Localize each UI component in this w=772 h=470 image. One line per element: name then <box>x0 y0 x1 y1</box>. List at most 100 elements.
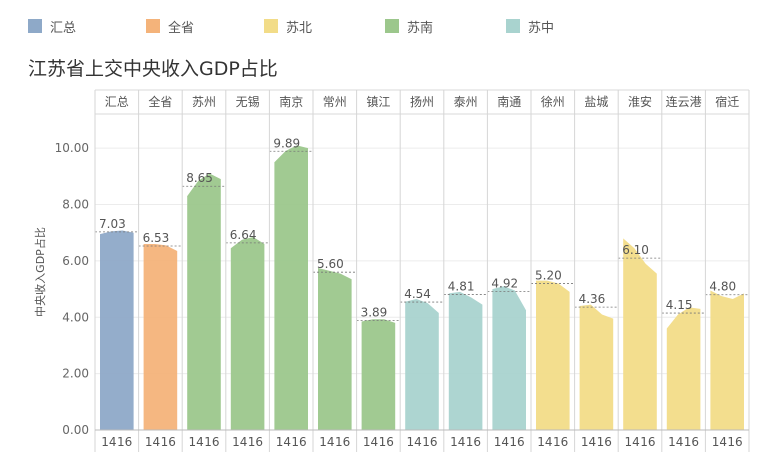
legend-swatch-subei <box>264 19 278 33</box>
x-tick-label: 16 <box>335 435 350 449</box>
legend-swatch-sunan <box>385 19 399 33</box>
average-value-label: 4.15 <box>666 298 693 312</box>
panel-header-label: 连云港 <box>666 94 702 109</box>
x-tick-label: 16 <box>509 435 524 449</box>
x-tick-label: 14 <box>712 435 727 449</box>
y-tick-label: 10.00 <box>55 141 89 155</box>
area-series <box>710 290 744 430</box>
panel-header-label: 常州 <box>323 95 347 109</box>
x-tick-label: 16 <box>379 435 394 449</box>
panel-header-label: 扬州 <box>410 94 434 109</box>
legend-swatch-summary <box>28 19 42 33</box>
average-value-label: 8.65 <box>186 171 213 185</box>
y-tick-label: 0.00 <box>62 423 89 437</box>
area-series <box>448 291 483 430</box>
y-tick-label: 8.00 <box>62 198 89 212</box>
average-value-label: 4.92 <box>491 276 518 290</box>
panel-header-label: 泰州 <box>454 95 478 109</box>
panel-header-label: 盐城 <box>584 95 608 109</box>
panel-header-label: 宿迁 <box>715 94 739 109</box>
x-tick-label: 14 <box>494 435 509 449</box>
area-series <box>623 238 657 430</box>
legend-item-summary[interactable]: 汇总 <box>28 16 76 36</box>
legend-item-sunan[interactable]: 苏南 <box>385 16 433 36</box>
x-tick-label: 16 <box>466 435 481 449</box>
x-tick-label: 14 <box>537 435 552 449</box>
area-series <box>274 145 308 430</box>
x-tick-label: 14 <box>668 435 683 449</box>
area-series <box>492 286 526 430</box>
x-tick-label: 14 <box>407 435 422 449</box>
panel-header-label: 苏州 <box>192 95 216 109</box>
panel-header-label: 镇江 <box>366 95 390 109</box>
chart-title: 江苏省上交中央收入GDP占比 <box>28 58 278 80</box>
area-series <box>100 230 134 430</box>
panel-header-label: 汇总 <box>105 95 129 109</box>
area-series <box>318 267 352 430</box>
x-tick-label: 16 <box>640 435 655 449</box>
average-value-label: 4.36 <box>579 292 606 306</box>
legend-swatch-province <box>146 19 160 33</box>
average-value-label: 6.10 <box>622 243 649 257</box>
legend-label-province: 全省 <box>168 20 195 36</box>
x-tick-label: 14 <box>232 435 247 449</box>
average-value-label: 4.81 <box>448 279 475 293</box>
legend-swatch-suzhong <box>506 19 520 33</box>
area-series <box>666 307 701 430</box>
average-value-label: 5.20 <box>535 268 562 282</box>
x-tick-label: 16 <box>117 435 132 449</box>
area-series <box>361 319 396 430</box>
legend-label-sunan: 苏南 <box>407 20 434 36</box>
area-series <box>143 244 178 430</box>
y-tick-label: 2.00 <box>62 367 89 381</box>
x-tick-label: 14 <box>363 435 378 449</box>
average-value-label: 7.03 <box>99 217 126 231</box>
legend-label-suzhong: 苏中 <box>528 20 555 36</box>
area-series <box>187 173 221 430</box>
x-tick-label: 14 <box>581 435 596 449</box>
x-tick-label: 16 <box>684 435 699 449</box>
area-series <box>405 298 439 430</box>
x-tick-label: 16 <box>204 435 219 449</box>
panel-header-label: 无锡 <box>236 94 260 109</box>
legend-item-subei[interactable]: 苏北 <box>264 16 312 36</box>
x-tick-label: 16 <box>597 435 612 449</box>
average-value-label: 5.60 <box>317 257 344 271</box>
x-tick-label: 16 <box>422 435 437 449</box>
y-tick-label: 4.00 <box>62 310 89 324</box>
average-value-label: 4.54 <box>404 287 431 301</box>
average-value-label: 9.89 <box>273 136 300 150</box>
x-tick-label: 14 <box>145 435 160 449</box>
y-tick-label: 6.00 <box>62 254 89 268</box>
area-series <box>230 236 265 430</box>
average-value-label: 6.64 <box>230 228 257 242</box>
x-tick-label: 16 <box>553 435 568 449</box>
panel-header-label: 徐州 <box>541 94 565 109</box>
x-tick-label: 16 <box>291 435 306 449</box>
area-series <box>536 280 570 430</box>
average-value-label: 6.53 <box>143 231 170 245</box>
x-tick-label: 14 <box>189 435 204 449</box>
legend-item-province[interactable]: 全省 <box>146 16 194 36</box>
x-tick-label: 14 <box>450 435 465 449</box>
legend-label-subei: 苏北 <box>286 20 313 36</box>
average-value-label: 3.89 <box>361 305 388 319</box>
chart-legend: 汇总 全省 苏北 苏南 苏中 <box>0 0 772 50</box>
legend-item-suzhong[interactable]: 苏中 <box>506 16 554 36</box>
x-tick-label: 14 <box>319 435 334 449</box>
legend-label-summary: 汇总 <box>50 20 77 36</box>
panel-header-label: 南京 <box>279 94 303 109</box>
x-tick-label: 16 <box>727 435 742 449</box>
y-axis-label: 中央收入GDP占比 <box>33 227 47 317</box>
panel-header-label: 淮安 <box>628 94 652 109</box>
average-value-label: 4.80 <box>709 280 736 294</box>
x-tick-label: 14 <box>276 435 291 449</box>
area-series <box>579 304 614 430</box>
x-tick-label: 14 <box>625 435 640 449</box>
panel-header-label: 全省 <box>148 94 172 109</box>
x-tick-label: 16 <box>248 435 263 449</box>
x-tick-label: 16 <box>161 435 176 449</box>
x-tick-label: 14 <box>101 435 116 449</box>
panel-header-label: 南通 <box>497 94 521 109</box>
